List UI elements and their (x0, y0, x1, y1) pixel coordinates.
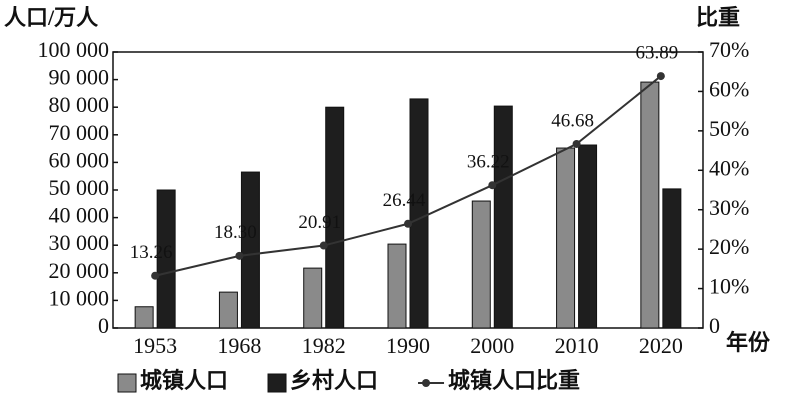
data-label: 63.89 (635, 42, 678, 63)
x-tick-label: 2000 (470, 333, 514, 358)
y-tick-label: 90 000 (49, 65, 110, 90)
legend-label: 城镇人口比重 (448, 368, 580, 393)
x-tick-label: 1968 (217, 333, 261, 358)
data-label: 36.22 (467, 152, 510, 173)
x-axis-title: 年份 (726, 330, 771, 355)
data-label: 46.68 (551, 110, 594, 131)
x-tick-label: 1953 (133, 333, 177, 358)
data-label: 13.26 (130, 242, 173, 263)
bar (240, 171, 260, 329)
line-point (488, 181, 497, 190)
y2-tick-label: 20% (709, 234, 749, 259)
y2-axis-title: 比重 (696, 5, 740, 30)
legend-symbol (422, 379, 431, 387)
line-point (235, 251, 244, 260)
bar (578, 144, 598, 329)
legend-symbol (117, 373, 137, 393)
bar (303, 267, 323, 329)
y-tick-label: 70 000 (49, 120, 110, 145)
y-tick-label: 100 000 (38, 37, 110, 62)
y2-tick-label: 0 (709, 313, 720, 338)
x-tick-label: 1982 (302, 333, 346, 358)
bar (640, 81, 660, 329)
legend-symbol (267, 373, 287, 393)
y-tick-label: 50 000 (49, 175, 110, 200)
legend-label: 城镇人口 (140, 368, 228, 393)
data-label: 26.44 (383, 190, 426, 211)
bar (218, 291, 238, 329)
y-tick-label: 30 000 (49, 230, 110, 255)
y2-tick-label: 30% (709, 195, 749, 220)
bar (156, 189, 176, 329)
bar (493, 105, 513, 329)
line-point (656, 72, 665, 81)
x-tick-label: 2020 (639, 333, 683, 358)
bar (662, 188, 682, 329)
line-point (404, 219, 412, 228)
y2-tick-label: 40% (709, 155, 749, 180)
data-label: 18.30 (214, 222, 257, 243)
bar (387, 243, 407, 329)
y-tick-label: 10 000 (49, 285, 110, 310)
line-point (151, 271, 160, 280)
x-tick-label: 1990 (386, 333, 430, 358)
bar (471, 200, 491, 329)
line-point (319, 241, 328, 250)
bar (134, 306, 154, 329)
y2-tick-label: 70% (709, 37, 749, 62)
bar (556, 147, 576, 329)
y2-tick-label: 10% (709, 274, 749, 299)
x-tick-label: 2010 (555, 333, 599, 358)
bar (325, 106, 345, 329)
y2-tick-label: 60% (709, 76, 749, 101)
y-tick-label: 80 000 (49, 92, 110, 117)
legend-label: 乡村人口 (290, 368, 378, 393)
data-label: 20.91 (298, 212, 341, 233)
y-tick-label: 20 000 (49, 258, 110, 283)
bar (409, 98, 429, 329)
y-tick-label: 60 000 (49, 147, 110, 172)
y-axis-title: 人口/万人 (4, 5, 98, 30)
y-tick-label: 40 000 (49, 203, 110, 228)
y2-tick-label: 50% (709, 116, 749, 141)
y-tick-label: 0 (98, 313, 109, 338)
line-point (572, 139, 581, 148)
